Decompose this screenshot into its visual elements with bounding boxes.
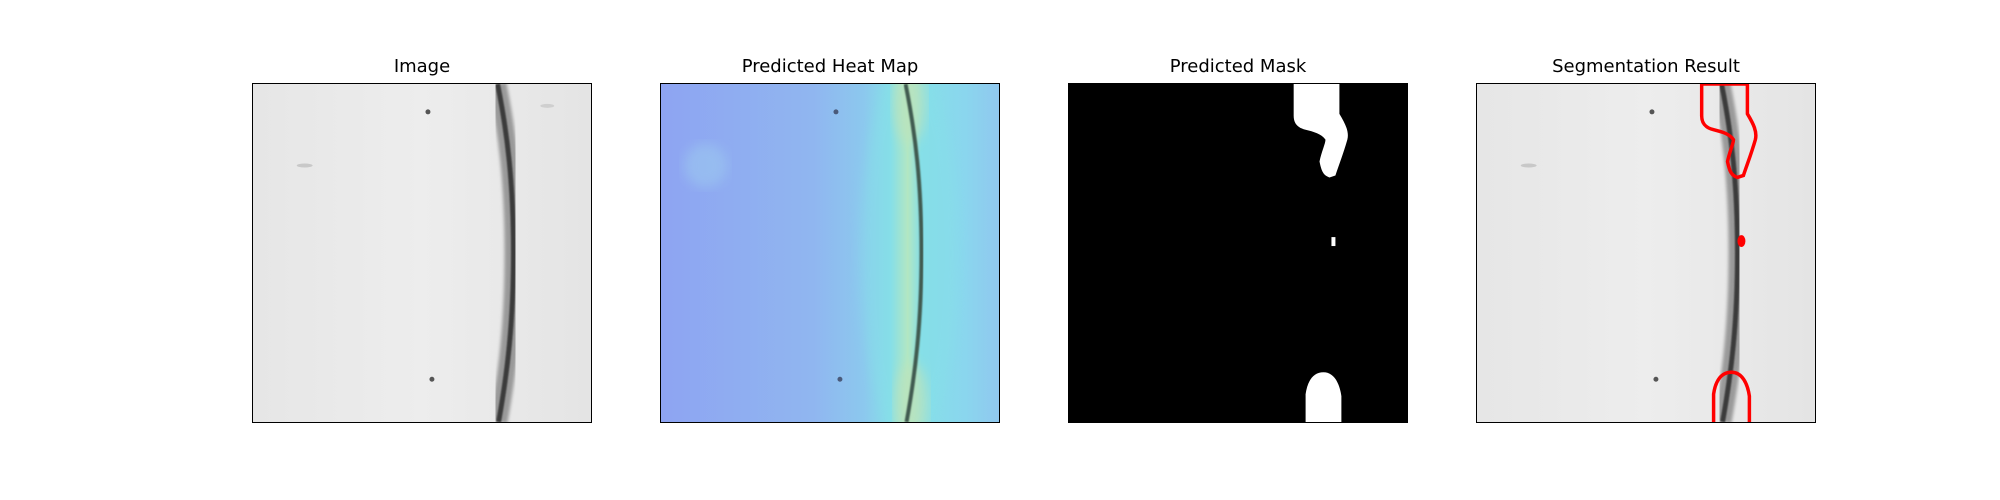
segmentation-overlay: [1477, 84, 1815, 422]
image-background: [253, 84, 591, 422]
heatmap-panel: Predicted Heat Map: [660, 0, 1000, 500]
speck: [429, 376, 435, 382]
segmentation-panel-title: Segmentation Result: [1552, 56, 1740, 77]
heatmap-panel-title: Predicted Heat Map: [741, 56, 919, 77]
image-panel: Image: [252, 0, 592, 500]
crack-line: [1719, 84, 1740, 422]
segmentation-panel-frame: [1476, 83, 1816, 423]
binary-mask: [1069, 84, 1407, 422]
crack-image: [253, 84, 591, 422]
speck: [837, 376, 843, 382]
image-panel-frame: [252, 83, 592, 423]
mask-region-top: [1293, 84, 1348, 178]
heatmap-panel-frame: [660, 83, 1000, 423]
heat-map: [661, 84, 999, 422]
mask-panel: Predicted Mask: [1068, 0, 1408, 500]
speck: [1653, 376, 1659, 382]
contour-small: [1737, 235, 1746, 248]
smudge: [296, 163, 313, 168]
speck: [833, 109, 839, 115]
mask-region-small: [1331, 237, 1336, 247]
heat-band: [859, 84, 960, 422]
image-background: [1477, 84, 1815, 422]
mask-panel-frame: [1068, 83, 1408, 423]
speck: [1649, 109, 1655, 115]
smudge: [1520, 163, 1537, 168]
image-panel-title: Image: [393, 56, 451, 77]
contour-top: [1699, 84, 1758, 180]
smudge: [540, 103, 555, 108]
crack-line: [903, 84, 924, 422]
mask-background: [1069, 84, 1407, 422]
mask-panel-title: Predicted Mask: [1169, 56, 1307, 77]
segmentation-panel: Segmentation Result: [1476, 0, 1816, 500]
mask-region-bottom: [1305, 372, 1342, 422]
crack-line: [495, 84, 516, 422]
contour-bottom: [1711, 370, 1752, 422]
heat-blob: [683, 143, 728, 188]
speck: [425, 109, 431, 115]
